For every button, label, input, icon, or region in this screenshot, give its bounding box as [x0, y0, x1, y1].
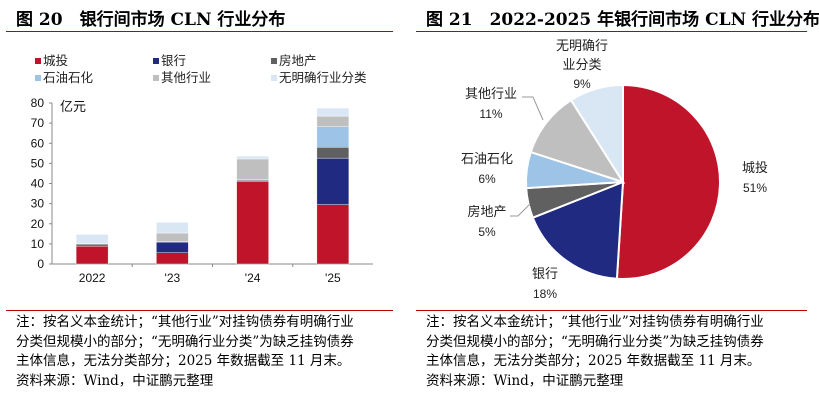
- pie-value: 9%: [573, 77, 591, 91]
- pie-label: 石油石化: [461, 151, 513, 166]
- x-tick-label: '25: [325, 271, 341, 285]
- notes: 注：按名义本金统计；“其他行业”对挂钩债券有明确行业 分类但规模小的部分；“无明…: [16, 313, 401, 391]
- pie-label: 房地产: [467, 204, 506, 219]
- source-line: 资料来源：Wind，中证鹏元整理: [16, 372, 214, 389]
- leader-line: [510, 203, 531, 217]
- pie-slice: [529, 98, 626, 184]
- y-tick-label: 80: [31, 96, 45, 110]
- legend-label: 石油石化: [43, 71, 94, 85]
- bar-segment: [316, 157, 350, 205]
- pie-label: 业分类: [562, 57, 601, 72]
- legend-label: 其他行业: [161, 71, 211, 85]
- y-axis-unit: 亿元: [60, 99, 86, 114]
- legend-label: 房地产: [279, 53, 317, 68]
- x-tick-label: 2022: [79, 271, 106, 285]
- y-tick-label: 70: [31, 116, 45, 130]
- bar-segment: [316, 115, 350, 127]
- bar-segment: [75, 234, 109, 244]
- x-tick-label: '23: [165, 271, 181, 285]
- note-line: 注：按名义本金统计；“其他行业”对挂钩债券有明确行业: [426, 314, 764, 330]
- bar-segment: [75, 243, 109, 247]
- y-tick-label: 20: [31, 217, 45, 231]
- bar-segment: [236, 155, 269, 160]
- bar-segment: [156, 252, 189, 265]
- figure-20: 图 20 银行间市场 CLN 行业分布 城投 银行 房地产石油石化 其他行业 无明确行业…: [0, 0, 405, 400]
- pie-label: 无明确行: [556, 38, 608, 53]
- pie-label: 城投: [742, 160, 768, 175]
- bar-segment: [316, 147, 350, 159]
- notes-rule: [6, 310, 393, 311]
- legend-swatch: [271, 75, 277, 81]
- pie-value: 51%: [743, 181, 767, 195]
- title-rule: [6, 31, 393, 32]
- y-tick-label: 40: [31, 177, 45, 191]
- pie-slice: [569, 83, 624, 186]
- y-tick-label: 0: [37, 257, 44, 271]
- legend-label: 城投: [43, 53, 68, 68]
- legend-swatch: [153, 75, 159, 81]
- notes: 注：按名义本金统计；“其他行业”对挂钩债券有明确行业 分类但规模小的部分；“无明…: [426, 313, 811, 391]
- bar-segment: [236, 181, 269, 265]
- note-line: 分类但规模小的部分；“无明确行业分类”为缺乏挂钩债券: [16, 333, 354, 350]
- legend-swatch: [153, 58, 159, 64]
- y-tick-label: 50: [31, 156, 45, 170]
- legend-swatch: [271, 58, 277, 64]
- y-tick-label: 10: [31, 237, 45, 251]
- note-line: 分类但规模小的部分；“无明确行业分类”为缺乏挂钩债券: [426, 333, 764, 350]
- pie-slice: [531, 180, 625, 280]
- figure-21: 图 21 2022-2025 年银行间市场 CLN 行业分布 城投 51% 银行 18…: [410, 0, 819, 400]
- pie-label: 银行: [532, 266, 558, 281]
- pie-value: 11%: [479, 107, 502, 121]
- notes-rule: [416, 310, 807, 311]
- pie-value: 6%: [478, 172, 496, 186]
- bar-segment: [156, 241, 189, 253]
- pie-label: 其他行业: [465, 86, 517, 101]
- title-rule: [416, 31, 807, 32]
- y-tick-label: 30: [31, 197, 45, 211]
- note-line: 主体信息，无法分类部分；2025 年数据截至 11 月末。: [426, 353, 761, 369]
- legend-swatch: [35, 58, 41, 64]
- figure-title: 图 20 银行间市场 CLN 行业分布: [16, 10, 286, 30]
- figure-title: 图 21 2022-2025 年银行间市场 CLN 行业分布: [426, 10, 819, 30]
- pie-value: 5%: [478, 225, 496, 239]
- pie-chart: 城投 51% 银行 18% 房地产 5% 石油石化 6% 其他行业 11% 无明确行业分类 9%: [461, 38, 768, 300]
- legend-swatch: [35, 75, 41, 81]
- bar-segment: [75, 245, 109, 265]
- note-line: 主体信息，无法分类部分；2025 年数据截至 11 月末。: [16, 353, 351, 369]
- bar-segment: [156, 222, 189, 234]
- bar-segment: [316, 107, 350, 117]
- legend-label: 银行: [161, 54, 186, 68]
- bar-segment: [316, 126, 350, 148]
- note-line: 注：按名义本金统计；“其他行业”对挂钩债券有明确行业: [16, 314, 354, 330]
- pie-value: 18%: [533, 287, 557, 300]
- leader-line: [522, 96, 544, 121]
- y-tick-label: 60: [31, 136, 45, 150]
- pie-slice: [615, 83, 721, 280]
- legend-label: 无明确行业分类: [279, 71, 367, 85]
- bar-segment: [316, 204, 350, 265]
- source-line: 资料来源：Wind，中证鹏元整理: [426, 372, 624, 389]
- x-tick-label: '24: [245, 271, 261, 285]
- bar-segment: [236, 158, 269, 180]
- bar-segment: [156, 232, 189, 242]
